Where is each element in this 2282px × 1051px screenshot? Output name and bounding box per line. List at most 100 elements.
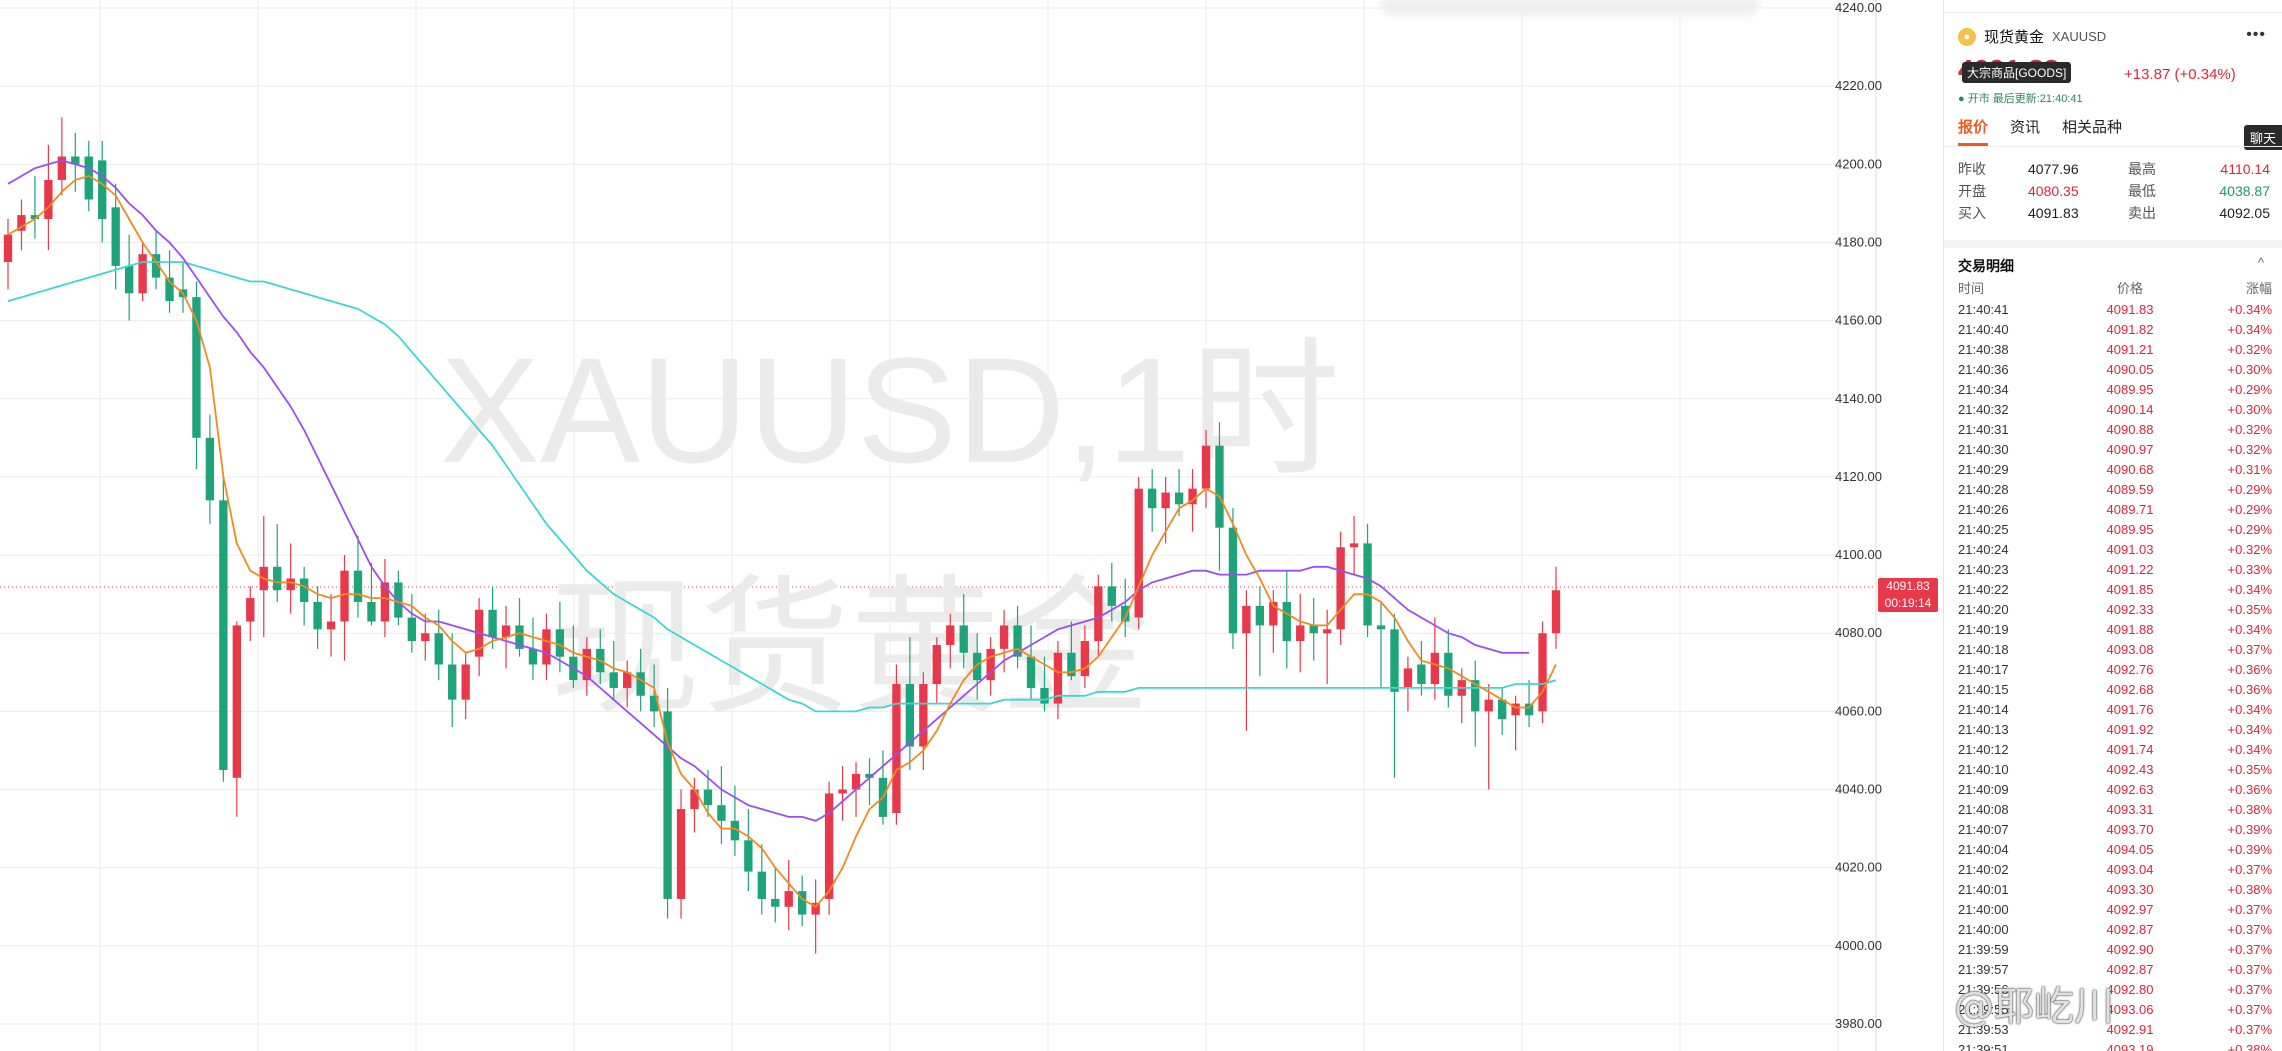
price-axis: 4240.00 4220.00 4200.00 4180.00 4160.00 4140.… [1835,0,1882,1031]
candle-body [380,582,390,622]
candle-body [1390,629,1399,692]
trade-change: +0.37% [2227,642,2272,657]
trade-price: 4091.74 [2106,742,2154,757]
more-options-icon[interactable]: ••• [2246,26,2266,43]
watchlist-row-partial[interactable] [1944,0,2282,13]
trade-row: 21:40:28 4089.59 +0.29% [1958,480,2272,500]
candle [757,844,766,915]
trade-row: 21:40:29 4090.68 +0.31% [1958,460,2272,480]
trade-price: 4089.95 [2106,522,2154,537]
candle [1430,617,1440,700]
trade-time: 21:39:59 [1958,942,2009,957]
stat-value: 4077.96 [2028,161,2079,177]
candlestick-chart[interactable]: XAUUSD,1时 现货黄金 4240.00 4220.00 4200.00 4180… [0,0,1886,1051]
candle-body [555,629,565,657]
stat-row: 开盘 4080.35 最低 4038.87 [1958,180,2270,202]
trade-change: +0.37% [2227,862,2272,877]
trade-list[interactable]: 21:40:41 4091.83 +0.34% 21:40:40 4091.82 +0.3… [1958,300,2272,1051]
candle [1053,641,1063,720]
price-change: +13.87 (+0.34%) [2124,66,2236,83]
candle-body [1134,488,1143,618]
candle [1255,586,1265,677]
candle-body [649,695,659,712]
candle [98,140,107,243]
candle [1013,605,1022,669]
candle [1390,613,1399,778]
candle-body [313,601,322,630]
trade-change: +0.36% [2227,782,2272,797]
candle-body [1013,625,1022,657]
y-tick-label: 4060.00 [1835,703,1882,718]
trade-price: 4093.31 [2106,802,2154,817]
tab-quote[interactable]: 报价 [1958,116,1989,146]
candle [744,809,753,892]
trade-price: 4092.87 [2106,922,2154,937]
candle-body [151,254,161,278]
trade-time: 21:39:56 [1958,982,2009,997]
trade-row: 21:40:14 4091.76 +0.34% [1958,700,2272,720]
trade-row: 21:40:25 4089.95 +0.29% [1958,520,2272,540]
trade-price: 4091.76 [2106,702,2154,717]
candle-body [84,156,93,200]
panel-divider[interactable] [1943,0,1944,1051]
candle-body [448,664,457,700]
candle-body [205,437,215,501]
candle-body [1376,625,1386,630]
candle-body [1403,668,1413,688]
candle [57,117,67,196]
candle [1309,598,1318,661]
candle [1228,508,1238,649]
trade-row: 21:40:18 4093.08 +0.37% [1958,640,2272,660]
trade-time: 21:40:26 [1958,502,2009,517]
candle-body [273,566,282,591]
candle [1497,687,1507,735]
trade-time: 21:40:12 [1958,742,2009,757]
stat-value: 4091.83 [2028,205,2079,221]
trade-time: 21:40:19 [1958,622,2009,637]
candle-body [1026,656,1036,688]
stat-label: 昨收 [1958,161,1986,177]
trade-change: +0.37% [2227,1022,2272,1037]
candle [1134,476,1143,630]
candle [1471,660,1480,747]
candle [1148,469,1157,532]
candle-body [421,633,430,642]
price-chart[interactable]: XAUUSD,1时 现货黄金 4240.00 4220.00 4200.00 4180… [0,0,1938,1051]
candle [1376,601,1386,688]
panel-tabs: 报价 资讯 相关品种 [1958,116,2122,146]
candle-body [1296,625,1305,642]
trade-change: +0.34% [2227,722,2272,737]
candle-body [1282,601,1291,642]
trade-row: 21:40:36 4090.05 +0.30% [1958,360,2272,380]
trade-row: 21:40:20 4092.33 +0.35% [1958,600,2272,620]
trade-time: 21:40:23 [1958,562,2009,577]
trade-row: 21:39:57 4092.87 +0.37% [1958,960,2272,980]
candle [1201,430,1211,509]
tab-news[interactable]: 资讯 [2010,119,2041,136]
candle [151,230,161,290]
collapse-icon[interactable]: ^ [2257,255,2264,270]
chart-grid [0,0,1877,1051]
trade-row: 21:40:26 4089.71 +0.29% [1958,500,2272,520]
trade-price: 4089.71 [2106,502,2154,517]
candle [1094,574,1103,657]
chat-button[interactable]: 聊天 [2243,125,2282,150]
trade-change: +0.29% [2227,502,2272,517]
trade-time: 21:40:00 [1958,922,2009,937]
tab-related[interactable]: 相关品种 [2062,119,2123,136]
candle [717,766,726,845]
candle-body [851,773,861,790]
trade-row: 21:40:07 4093.70 +0.39% [1958,820,2272,840]
symbol-code: XAUUSD [2052,29,2107,44]
trade-row: 21:40:12 4091.74 +0.34% [1958,740,2272,760]
candle [44,144,53,251]
candle-body [3,234,13,262]
stat-value: 4038.87 [2219,183,2270,199]
trade-change: +0.34% [2227,302,2272,317]
candle-body [1080,641,1090,677]
trade-row: 21:40:22 4091.85 +0.34% [1958,580,2272,600]
trade-change: +0.37% [2227,942,2272,957]
stat-row: 买入 4091.83 卖出 4092.05 [1958,202,2270,224]
candle-body [192,297,201,438]
candle [582,637,591,696]
